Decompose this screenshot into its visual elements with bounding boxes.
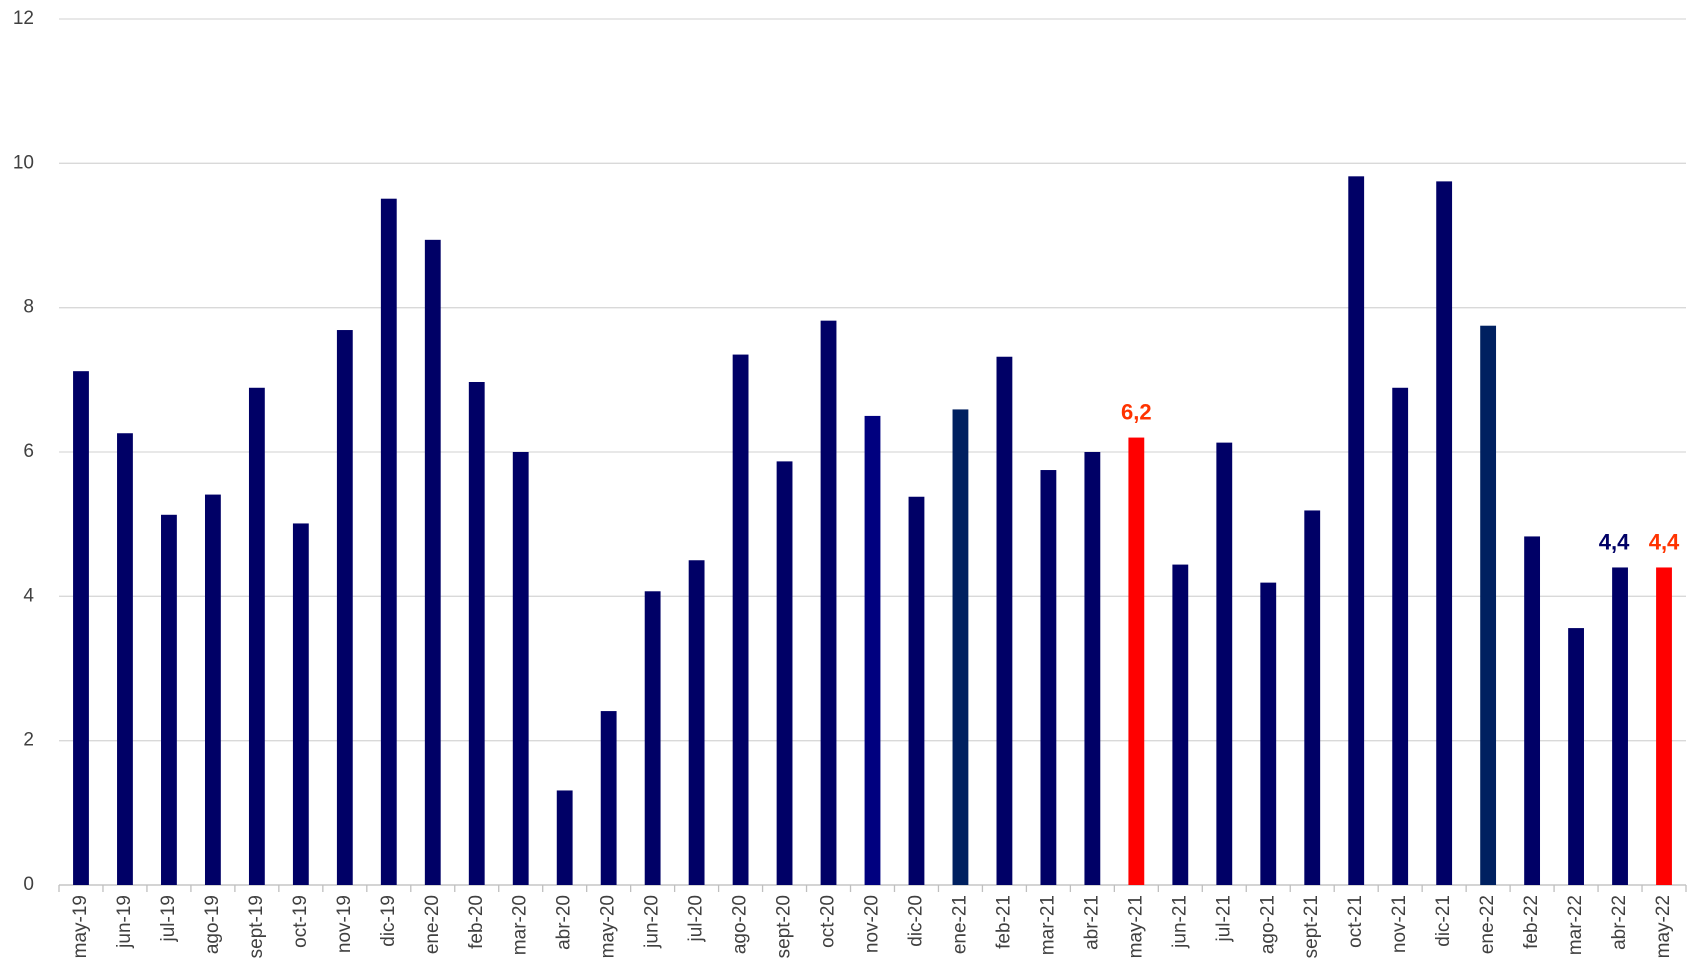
- bar: [864, 415, 881, 885]
- y-tick-label: 0: [23, 874, 34, 895]
- bar: [204, 494, 221, 885]
- x-tick-label: abr-20: [554, 895, 575, 950]
- bar: [73, 371, 89, 885]
- x-tick-label: dic-19: [378, 895, 399, 947]
- bar: [1656, 567, 1672, 885]
- x-tick-label: oct-21: [1345, 895, 1366, 948]
- bar: [1480, 325, 1497, 885]
- x-tick-label: sept-20: [774, 895, 795, 958]
- bar: [1260, 582, 1277, 885]
- bar: [1304, 510, 1321, 885]
- x-tick-label: may-21: [1125, 895, 1146, 958]
- bar: [556, 790, 573, 885]
- y-tick-label: 12: [13, 8, 34, 29]
- bar: [1436, 181, 1453, 885]
- bar: [776, 461, 793, 885]
- bar: [1524, 536, 1541, 885]
- x-tick-label: feb-22: [1521, 895, 1542, 949]
- x-tick-label: jul-21: [1213, 895, 1234, 942]
- bar: [1128, 437, 1145, 885]
- bar: [688, 560, 705, 885]
- x-tick-label: mar-21: [1037, 895, 1058, 955]
- bar: [380, 198, 397, 885]
- bar: [248, 387, 265, 885]
- value-label: 6,2: [1121, 399, 1152, 424]
- y-tick-label: 6: [23, 441, 34, 462]
- bar: [820, 320, 837, 885]
- bar: [644, 591, 661, 885]
- bar: [336, 330, 353, 885]
- x-tick-label: abr-21: [1081, 895, 1102, 950]
- bar: [996, 356, 1013, 885]
- x-tick-label: jun-20: [642, 895, 663, 949]
- bar: [1612, 567, 1628, 885]
- bar: [468, 381, 485, 885]
- x-tick-label: ene-22: [1477, 895, 1498, 954]
- x-tick-label: nov-20: [862, 895, 883, 953]
- x-tick-label: may-19: [70, 895, 91, 958]
- bar: [292, 523, 309, 885]
- y-tick-label: 8: [23, 297, 34, 318]
- bar: [908, 496, 925, 885]
- x-tick-label: ago-21: [1257, 895, 1278, 954]
- y-tick-label: 2: [23, 730, 34, 751]
- x-tick-label: ago-20: [730, 895, 751, 954]
- bar: [732, 354, 749, 885]
- bar: [1392, 387, 1409, 885]
- x-tick-label: nov-21: [1389, 895, 1410, 953]
- x-tick-label: jun-19: [114, 895, 135, 949]
- bar: [512, 452, 529, 885]
- x-tick-label: ene-20: [422, 895, 443, 954]
- x-tick-label: feb-20: [466, 895, 487, 949]
- bar: [1040, 470, 1057, 885]
- x-tick-label: dic-20: [905, 895, 926, 947]
- x-tick-label: jul-20: [686, 895, 707, 942]
- value-label: 4,4: [1599, 529, 1630, 554]
- x-tick-label: sept-21: [1301, 895, 1322, 958]
- x-tick-label: oct-19: [290, 895, 311, 948]
- x-tick-label: nov-19: [334, 895, 355, 953]
- bar: [952, 409, 969, 885]
- bar: [1216, 442, 1233, 885]
- x-tick-label: jun-21: [1169, 895, 1190, 949]
- value-label: 4,4: [1649, 529, 1680, 554]
- bar: [1172, 564, 1189, 885]
- bar: [117, 433, 133, 885]
- bar: [424, 239, 441, 885]
- x-tick-label: feb-21: [993, 895, 1014, 949]
- bar: [1568, 628, 1584, 885]
- x-tick-label: oct-20: [818, 895, 839, 948]
- bar: [600, 711, 617, 885]
- bar: [161, 514, 177, 885]
- y-tick-label: 10: [13, 152, 34, 173]
- y-tick-label: 4: [23, 585, 34, 606]
- x-tick-label: sept-19: [246, 895, 267, 958]
- bar: [1084, 452, 1101, 885]
- x-tick-label: jul-19: [158, 895, 179, 942]
- x-tick-label: mar-22: [1565, 895, 1586, 955]
- bar: [1348, 176, 1365, 885]
- x-tick-label: ene-21: [949, 895, 970, 954]
- x-tick-label: abr-22: [1609, 895, 1630, 950]
- x-tick-label: may-22: [1653, 895, 1674, 958]
- x-tick-label: may-20: [598, 895, 619, 958]
- x-tick-label: dic-21: [1433, 895, 1454, 947]
- x-tick-label: mar-20: [510, 895, 531, 955]
- x-tick-label: ago-19: [202, 895, 223, 954]
